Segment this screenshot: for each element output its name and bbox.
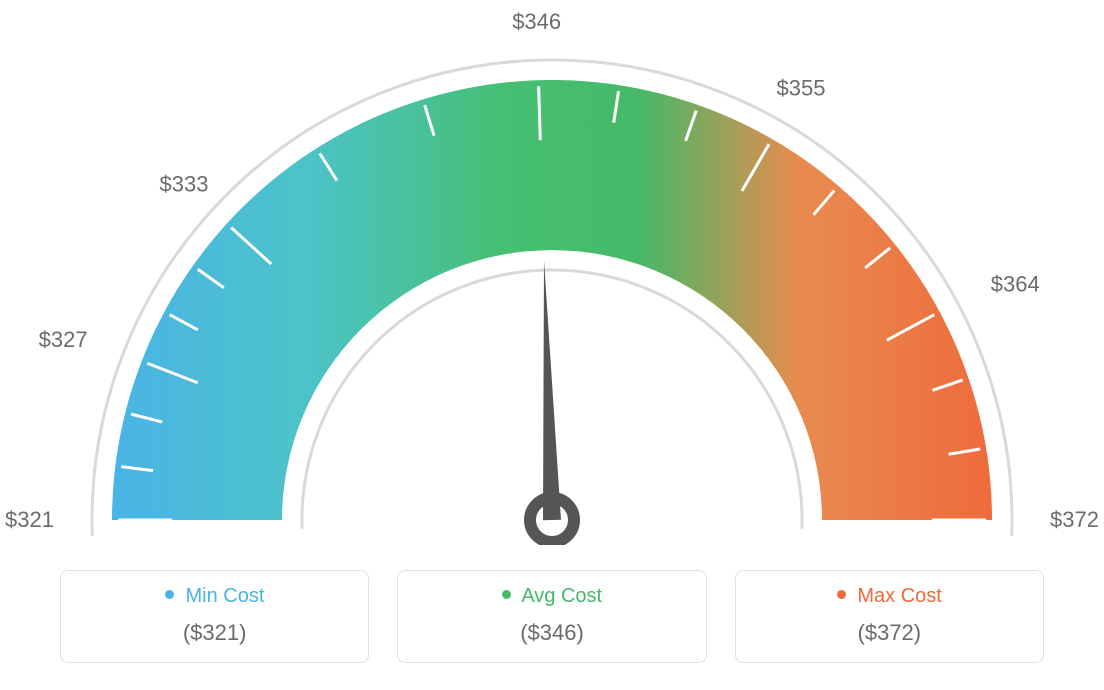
- legend-card-avg: Avg Cost ($346): [397, 570, 706, 663]
- legend-dot-min: [165, 590, 174, 599]
- svg-text:$327: $327: [39, 327, 88, 352]
- legend-title-min: Min Cost: [71, 585, 358, 608]
- legend-dot-max: [837, 590, 846, 599]
- svg-text:$364: $364: [991, 271, 1040, 296]
- legend-card-min: Min Cost ($321): [60, 570, 369, 663]
- legend-title-avg: Avg Cost: [408, 585, 695, 608]
- svg-text:$321: $321: [5, 507, 54, 532]
- legend-label-max: Max Cost: [857, 585, 941, 607]
- legend-value-min: ($321): [71, 620, 358, 646]
- legend-row: Min Cost ($321) Avg Cost ($346) Max Cost…: [0, 570, 1104, 663]
- legend-value-avg: ($346): [408, 620, 695, 646]
- legend-card-max: Max Cost ($372): [735, 570, 1044, 663]
- legend-title-max: Max Cost: [746, 585, 1033, 608]
- svg-text:$372: $372: [1050, 507, 1099, 532]
- svg-text:$355: $355: [777, 76, 826, 101]
- legend-label-min: Min Cost: [185, 585, 264, 607]
- legend-value-max: ($372): [746, 620, 1033, 646]
- legend-label-avg: Avg Cost: [521, 585, 602, 607]
- svg-text:$333: $333: [159, 171, 208, 196]
- gauge-svg: $321 $327 $333 $346 $355 $364 $372: [0, 0, 1104, 545]
- legend-dot-avg: [502, 590, 511, 599]
- gauge-chart: $321 $327 $333 $346 $355 $364 $372: [0, 0, 1104, 545]
- svg-text:$346: $346: [512, 9, 561, 34]
